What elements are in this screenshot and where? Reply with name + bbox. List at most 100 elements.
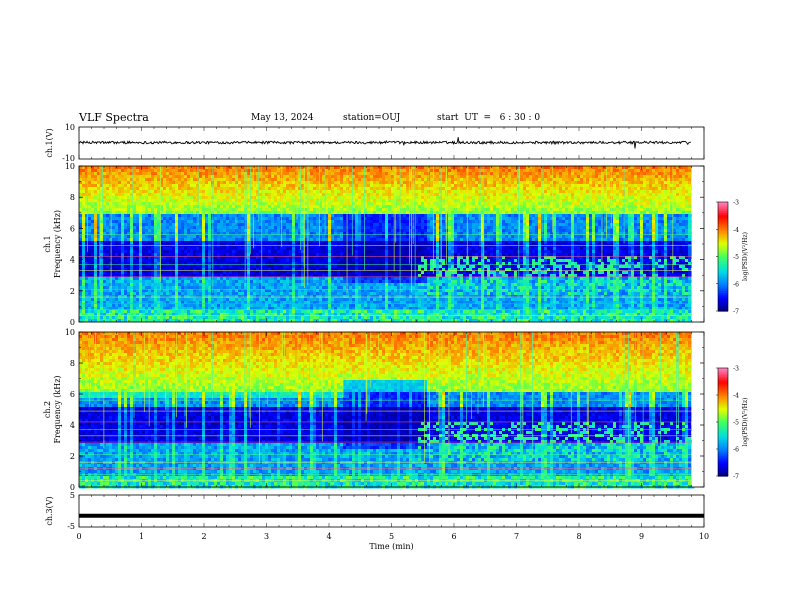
spectrogram-cell	[157, 235, 161, 239]
spectrogram-cell	[151, 214, 155, 218]
spectrogram-cell	[301, 196, 305, 200]
spectrogram-cell	[355, 298, 359, 302]
spectrogram-cell	[274, 280, 278, 284]
spectrogram-cell	[349, 229, 353, 233]
spectrogram-cell	[154, 214, 158, 218]
spectrogram-cell	[142, 208, 146, 212]
spectrogram-cell	[310, 313, 314, 317]
spectrogram-cell	[193, 217, 197, 221]
spectrogram-cell	[82, 235, 86, 239]
spectrogram-cell	[262, 238, 266, 242]
spectrogram-cell	[226, 211, 230, 215]
spectrogram-cell	[151, 220, 155, 224]
spectrogram-cell	[172, 232, 176, 236]
spectrogram-cell	[334, 235, 338, 239]
spectrogram-cell	[163, 208, 167, 212]
spectrogram-cell	[124, 187, 128, 191]
spectrogram-cell	[313, 277, 317, 281]
spectrogram-cell	[166, 247, 170, 251]
spectrogram-cell	[154, 169, 158, 173]
spectrogram-cell	[163, 292, 167, 296]
spectrogram-cell	[223, 208, 227, 212]
spectrogram-cell	[244, 229, 248, 233]
spectrogram-cell	[286, 223, 290, 227]
spectrogram-cell	[334, 193, 338, 197]
spectrogram-cell	[205, 205, 209, 209]
spectrogram-cell	[202, 268, 206, 272]
spectrogram-cell	[160, 193, 164, 197]
spectrogram-cell	[358, 184, 362, 188]
spectrogram-cell	[160, 220, 164, 224]
spectrogram-cell	[142, 283, 146, 287]
spectrogram-cell	[352, 190, 356, 194]
spectrogram-cell	[259, 190, 263, 194]
spectrogram-cell	[193, 238, 197, 242]
spectrogram-cell	[151, 253, 155, 257]
spectrogram-cell	[226, 238, 230, 242]
spectrogram-cell	[283, 172, 287, 176]
spectrogram-cell	[352, 211, 356, 215]
spectrogram-cell	[190, 253, 194, 257]
spectrogram-cell	[355, 265, 359, 269]
spectrogram-cell	[187, 283, 191, 287]
spectrogram-cell	[301, 241, 305, 245]
spectrogram-cell	[91, 313, 95, 317]
spectrogram-cell	[337, 205, 341, 209]
spectrogram-cell	[298, 172, 302, 176]
spectrogram-cell	[208, 223, 212, 227]
spectrogram-cell	[223, 214, 227, 218]
spectrogram-cell	[145, 205, 149, 209]
spectrogram-cell	[331, 181, 335, 185]
spectrogram-cell	[163, 298, 167, 302]
spectrogram-cell	[250, 277, 254, 281]
spectrogram-cell	[202, 226, 206, 230]
spectrogram-cell	[160, 205, 164, 209]
spectrogram-cell	[202, 175, 206, 179]
spectrogram-cell	[199, 190, 203, 194]
spectrogram-cell	[136, 211, 140, 215]
spectrogram-cell	[208, 247, 212, 251]
spectrogram-cell	[166, 193, 170, 197]
spectrogram-cell	[226, 235, 230, 239]
spectrogram-cell	[202, 196, 206, 200]
spectrogram-cell	[319, 271, 323, 275]
spectrogram-cell	[253, 289, 257, 293]
spectrogram-cell	[331, 280, 335, 284]
spectrogram-cell	[256, 223, 260, 227]
spectrogram-cell	[256, 277, 260, 281]
spectrogram-cell	[220, 259, 224, 263]
spectrogram-cell	[79, 304, 83, 308]
spectrogram-cell	[262, 229, 266, 233]
spectrogram-cell	[220, 202, 224, 206]
spectrogram-cell	[283, 301, 287, 305]
spectrogram-cell	[166, 241, 170, 245]
spectrogram-cell	[262, 292, 266, 296]
spectrogram-cell	[196, 286, 200, 290]
spectrogram-cell	[343, 172, 347, 176]
spectrogram-cell	[130, 193, 134, 197]
spectrogram-cell	[106, 175, 110, 179]
spectrogram-cell	[145, 259, 149, 263]
spectrogram-cell	[307, 229, 311, 233]
spectrogram-cell	[199, 307, 203, 311]
spectrogram-cell	[322, 184, 326, 188]
spectrogram-cell	[355, 169, 359, 173]
spectrogram-cell	[253, 268, 257, 272]
spectrogram-cell	[163, 178, 167, 182]
spectrogram-cell	[337, 268, 341, 272]
spectrogram-cell	[265, 199, 269, 203]
spectrogram-cell	[148, 313, 152, 317]
spectrogram-cell	[115, 169, 119, 173]
spectrogram-cell	[337, 310, 341, 314]
spectrogram-cell	[118, 184, 122, 188]
spectrogram-cell	[316, 250, 320, 254]
spectrogram-cell	[169, 292, 173, 296]
spectrogram-cell	[160, 292, 164, 296]
spectrogram-cell	[277, 184, 281, 188]
spectrogram-cell	[112, 259, 116, 263]
spectrogram-cell	[211, 298, 215, 302]
spectrogram-cell	[352, 283, 356, 287]
spectrogram-cell	[226, 310, 230, 314]
spectrogram-cell	[280, 292, 284, 296]
spectrogram-cell	[220, 238, 224, 242]
